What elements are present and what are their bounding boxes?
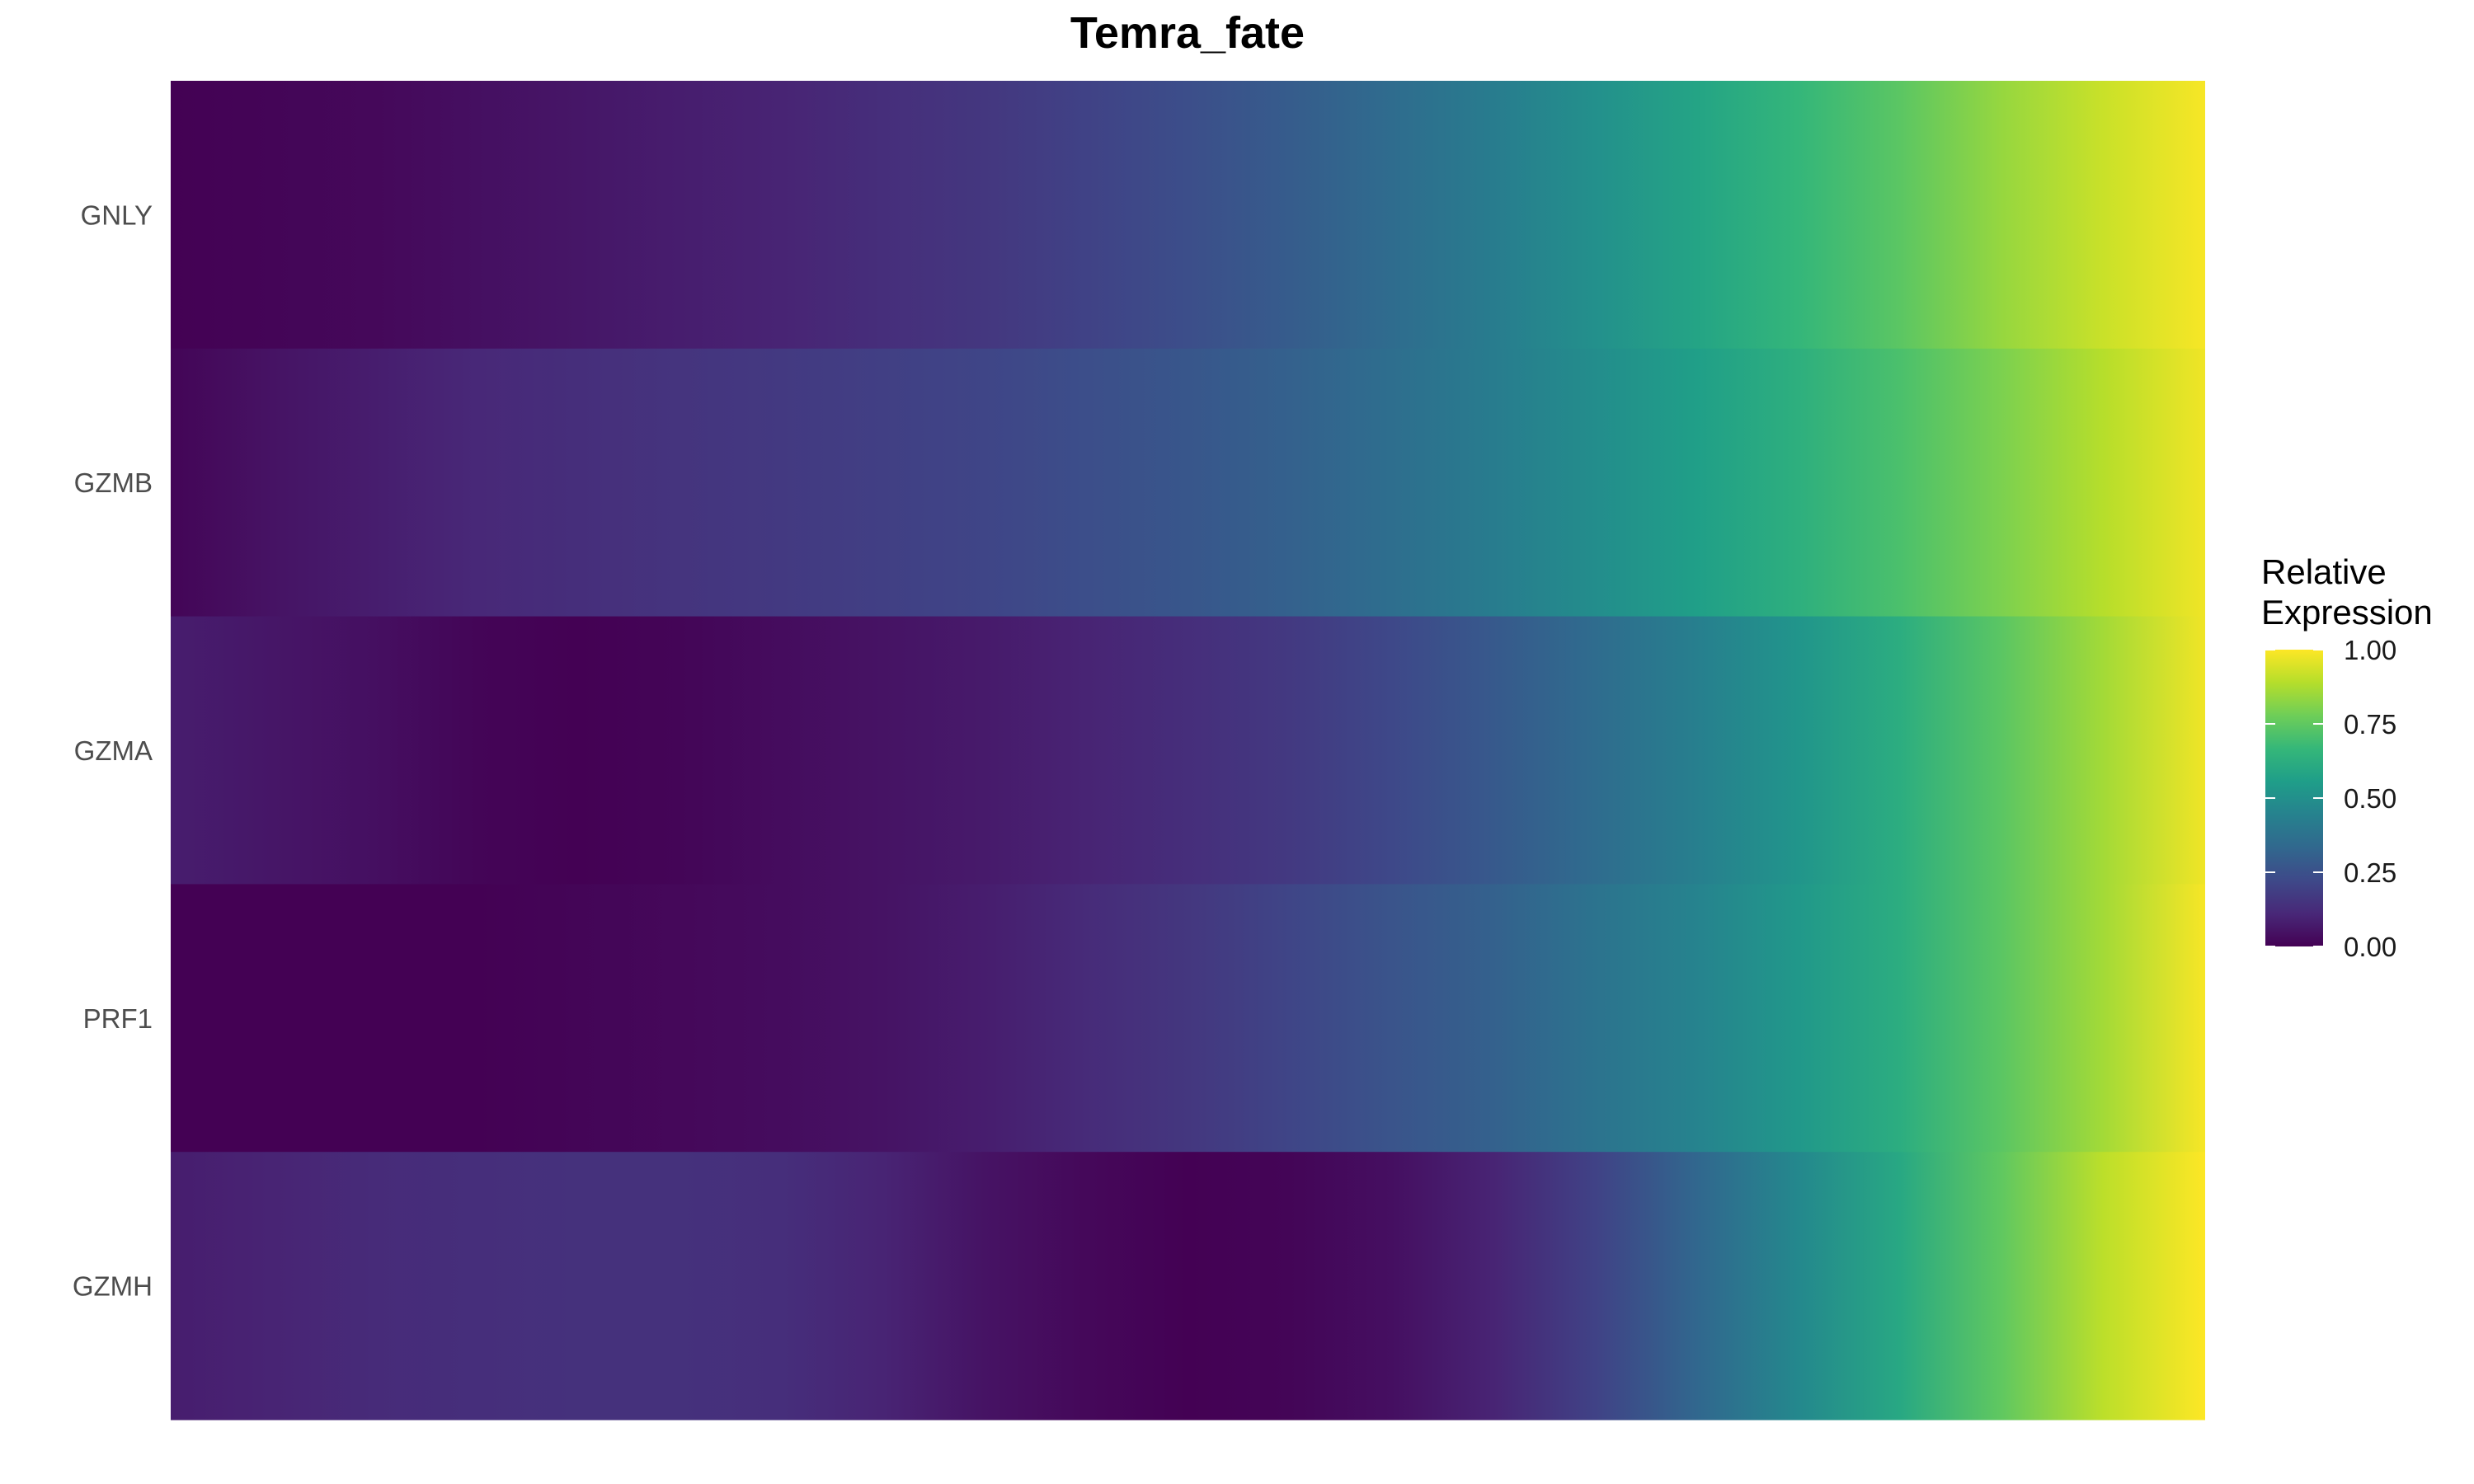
legend-tick-label: 0.75	[2344, 709, 2396, 740]
row-label-gzma: GZMA	[74, 735, 153, 766]
heatmap-row-prf1	[171, 884, 2205, 1153]
chart-title: Temra_fate	[1070, 8, 1305, 58]
legend-title-line-2: Expression	[2261, 593, 2433, 632]
row-label-gnly: GNLY	[81, 200, 153, 230]
legend-title-line-1: Relative	[2261, 552, 2387, 591]
heatmap-body	[171, 81, 2205, 1421]
heatmap-row-gzmh	[171, 1152, 2205, 1421]
heatmap-row-gnly	[171, 81, 2205, 350]
row-labels: GNLY GZMB GZMA PRF1 GZMH	[73, 200, 153, 1301]
legend-tick-label: 0.25	[2344, 857, 2396, 888]
heatmap-row-gzma	[171, 616, 2205, 885]
color-legend: Relative Expression 1.00 0.75 0.50 0.25 0.00	[2261, 552, 2433, 962]
row-label-gzmb: GZMB	[74, 467, 153, 498]
legend-tick-label: 0.50	[2344, 783, 2396, 814]
row-label-prf1: PRF1	[83, 1003, 153, 1034]
heatmap-row-gzmb	[171, 348, 2205, 618]
row-label-gzmh: GZMH	[73, 1271, 153, 1302]
legend-tick-label: 1.00	[2344, 635, 2396, 665]
legend-tick-label: 0.00	[2344, 932, 2396, 962]
